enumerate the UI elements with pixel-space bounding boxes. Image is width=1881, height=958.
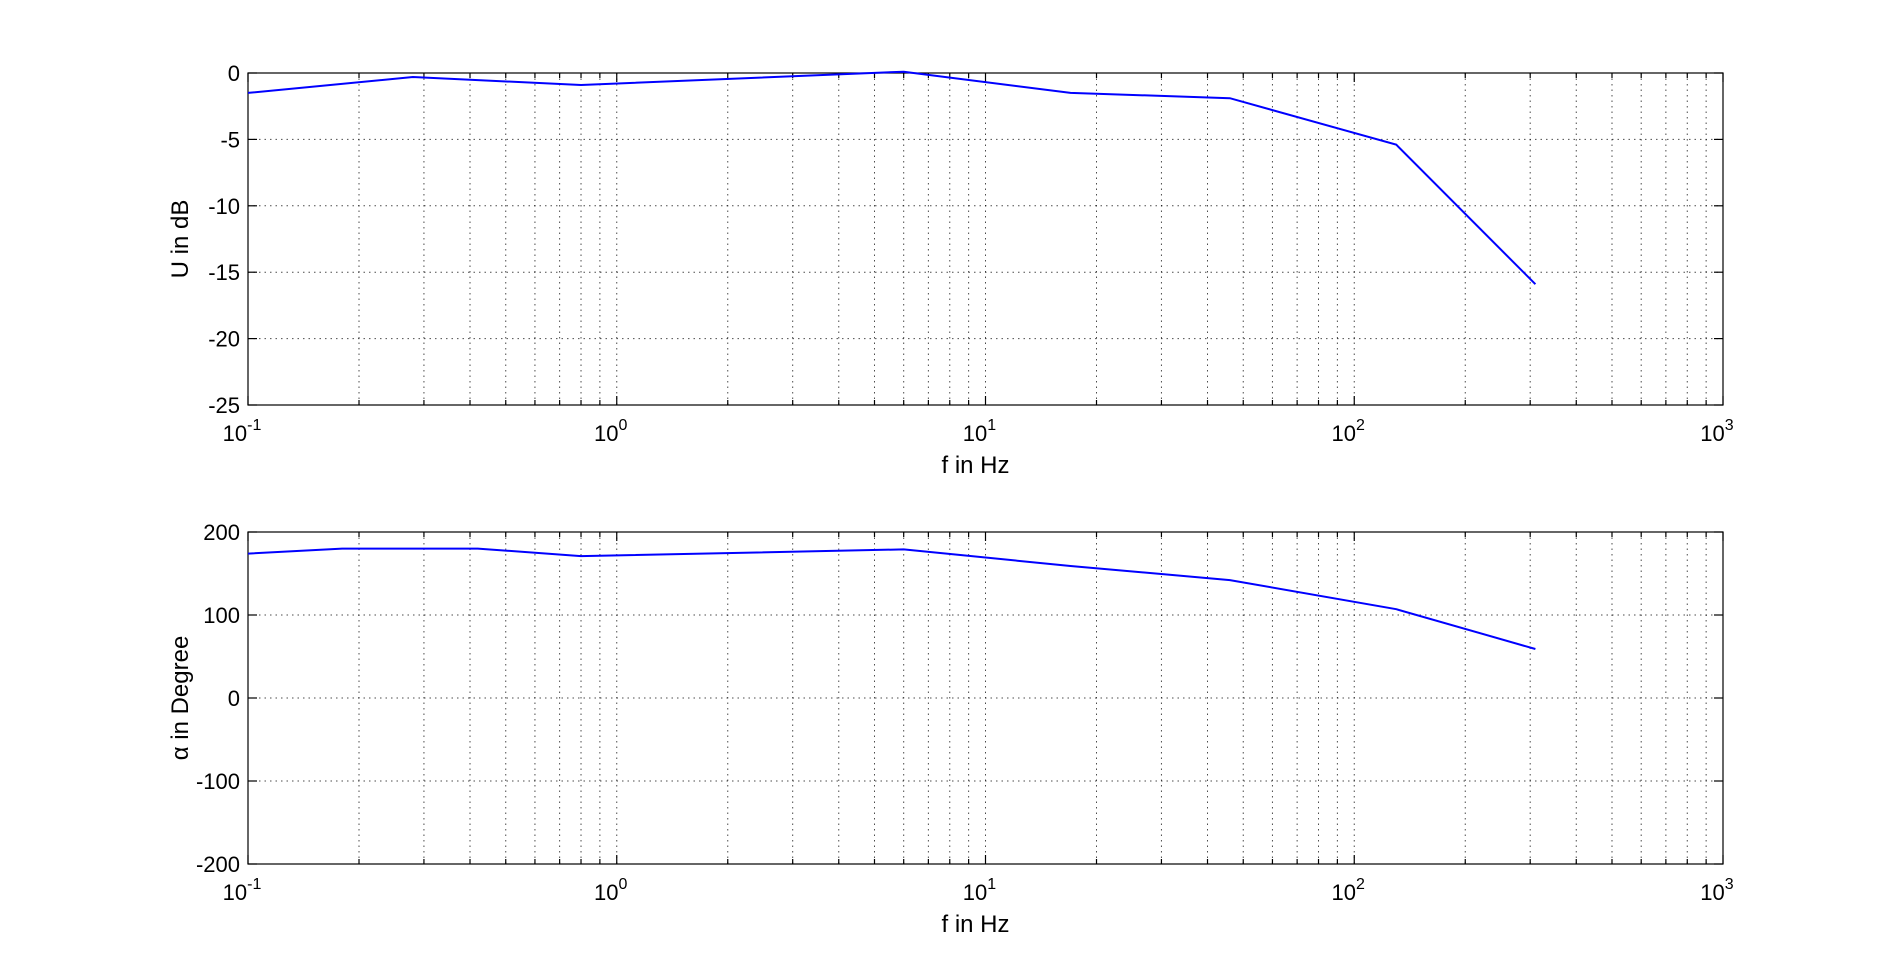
x-tick-label: 100 [594, 876, 627, 905]
x-tick-label: 103 [1700, 417, 1733, 446]
x-tick-base: 10 [963, 880, 987, 905]
y-tick-label: 0 [228, 686, 240, 711]
y-tick-label: -200 [196, 852, 240, 877]
y-tick-label: 0 [228, 61, 240, 86]
x-tick-base: 10 [963, 421, 987, 446]
x-tick-base: 10 [1332, 880, 1356, 905]
y-tick-label: -15 [208, 260, 240, 285]
x-tick-label: 101 [963, 876, 996, 905]
series-line [247, 547, 1536, 650]
x-tick-label: 100 [594, 417, 627, 446]
x-tick-exponent: 1 [987, 876, 996, 893]
x-tick-exponent: 3 [1725, 876, 1734, 893]
y-tick-label: 200 [203, 520, 240, 545]
x-tick-label: 101 [963, 417, 996, 446]
x-tick-label: 10-1 [223, 417, 262, 446]
x-tick-exponent: -1 [247, 417, 261, 434]
x-tick-base: 10 [1332, 421, 1356, 446]
x-tick-label: 103 [1700, 876, 1733, 905]
y-axis-label: α in Degree [167, 636, 194, 761]
x-tick-exponent: 0 [619, 417, 628, 434]
x-tick-label: 102 [1332, 876, 1365, 905]
x-tick-exponent: 3 [1725, 417, 1734, 434]
x-axis-label: f in Hz [941, 911, 1009, 938]
y-tick-label: -20 [208, 327, 240, 352]
y-tick-label: -5 [220, 127, 240, 152]
x-tick-exponent: 2 [1356, 417, 1365, 434]
x-tick-label: 102 [1332, 417, 1365, 446]
y-tick-label: -25 [208, 393, 240, 418]
y-tick-label: -100 [196, 769, 240, 794]
x-tick-base: 10 [594, 421, 618, 446]
x-tick-exponent: 2 [1356, 876, 1365, 893]
y-tick-label: 100 [203, 603, 240, 628]
x-axis-label: f in Hz [941, 452, 1009, 479]
y-tick-label: -10 [208, 194, 240, 219]
x-tick-label: 10-1 [223, 876, 262, 905]
x-tick-base: 10 [223, 421, 247, 446]
x-tick-exponent: 1 [987, 417, 996, 434]
series-line [247, 70, 1537, 285]
x-tick-exponent: -1 [247, 876, 261, 893]
x-tick-base: 10 [1700, 421, 1724, 446]
y-axis-label: U in dB [167, 200, 194, 279]
x-tick-base: 10 [223, 880, 247, 905]
x-tick-exponent: 0 [619, 876, 628, 893]
x-tick-base: 10 [1700, 880, 1724, 905]
x-tick-base: 10 [594, 880, 618, 905]
